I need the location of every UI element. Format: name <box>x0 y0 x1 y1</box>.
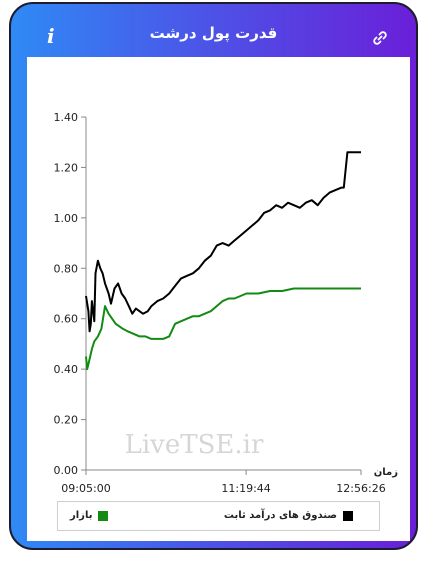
x-axis-label: زمان <box>374 467 398 478</box>
page-title: قدرت پول درشت <box>149 24 278 42</box>
link-icon[interactable] <box>372 30 388 46</box>
chart-panel: 0.00 0.20 0.40 0.60 0.80 1.00 1.20 1.40 09:05:0… <box>27 57 410 541</box>
y-tick-label: 0.00 <box>54 464 79 477</box>
x-tick-label: 09:05:00 <box>61 482 110 495</box>
legend-swatch <box>343 510 353 521</box>
y-tick-label: 1.40 <box>54 111 79 124</box>
watermark: LiveTSE.ir <box>125 430 264 460</box>
x-tick-label: 12:56:26 <box>336 482 385 495</box>
series-line-market <box>85 287 361 371</box>
legend-swatch <box>98 510 109 521</box>
chart-card: i قدرت پول درشت 0.00 0.20 0.40 0.60 0.80 1.00… <box>9 2 418 550</box>
legend-label: صندوق های درآمد ثابت <box>223 510 337 521</box>
legend-item-market[interactable]: بازار <box>70 510 109 521</box>
series-line-fixed-income <box>85 151 361 333</box>
legend-item-fixed-income[interactable]: صندوق های درآمد ثابت <box>224 510 353 521</box>
info-icon[interactable]: i <box>47 24 55 48</box>
legend-label: بازار <box>70 510 93 521</box>
y-tick-label: 0.20 <box>54 414 79 427</box>
y-tick-label: 1.20 <box>54 161 79 174</box>
y-tick-label: 1.00 <box>54 212 79 225</box>
legend: صندوق های درآمد ثابت بازار <box>57 501 380 531</box>
x-tick-label: 11:19:44 <box>221 482 270 495</box>
line-chart: 0.00 0.20 0.40 0.60 0.80 1.00 1.20 1.40 09:05:0… <box>54 111 399 495</box>
y-tick-label: 0.80 <box>54 262 79 275</box>
y-tick-label: 0.40 <box>54 363 79 376</box>
y-tick-label: 0.60 <box>54 313 79 326</box>
